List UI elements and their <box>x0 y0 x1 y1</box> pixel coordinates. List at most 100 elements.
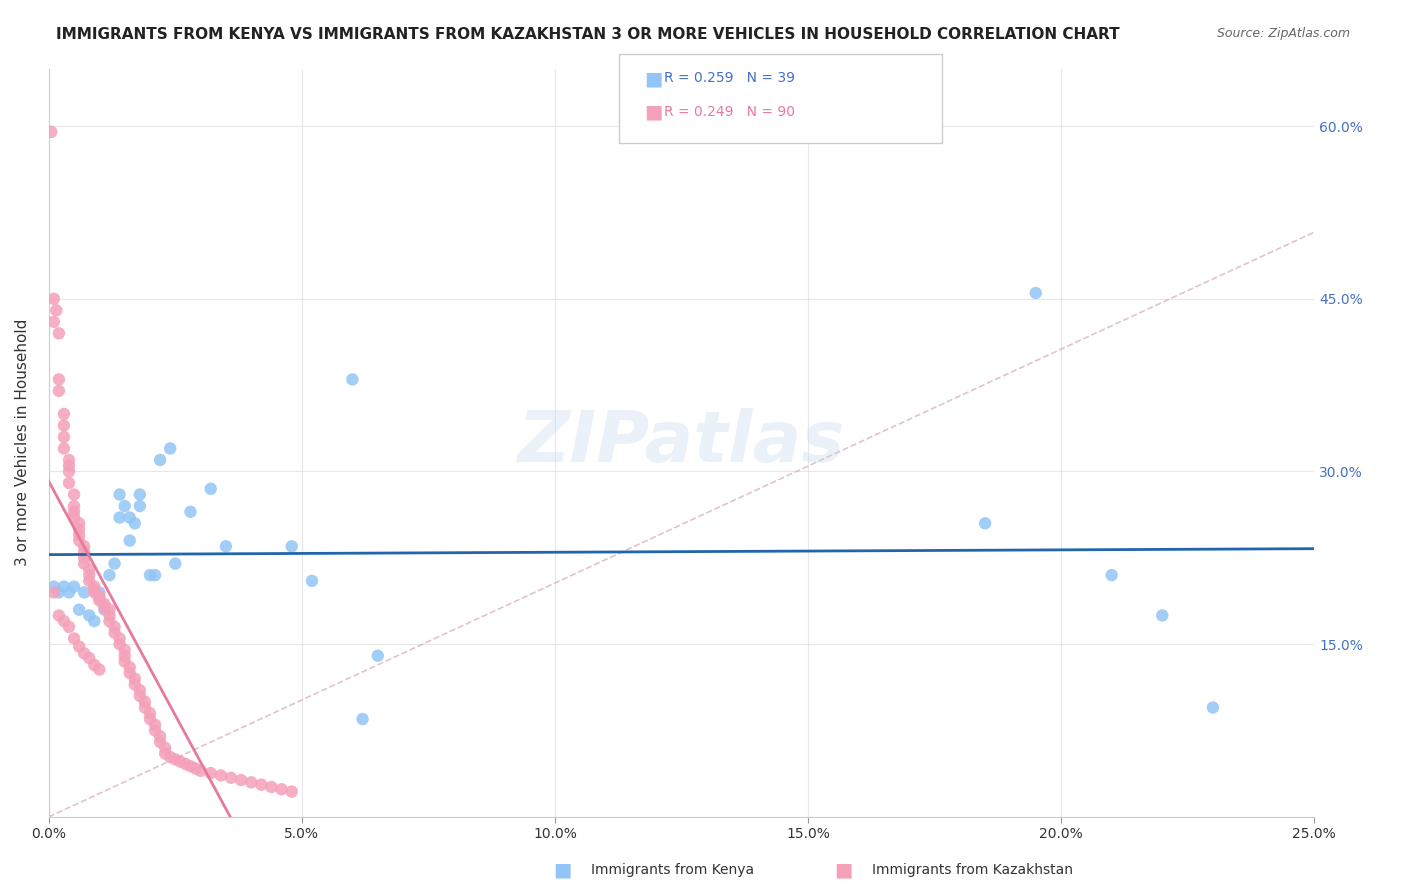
Point <box>149 453 172 467</box>
Point <box>974 516 997 531</box>
Point <box>342 372 364 386</box>
Point <box>143 568 166 582</box>
Point <box>58 475 80 490</box>
Point <box>270 782 292 797</box>
Point <box>229 773 252 788</box>
Point <box>93 597 115 611</box>
Point <box>89 593 111 607</box>
Point <box>153 747 176 761</box>
Point <box>153 740 176 755</box>
Point <box>83 585 105 599</box>
Point <box>1202 700 1225 714</box>
Point <box>149 735 172 749</box>
Point <box>128 499 150 513</box>
Point <box>124 516 146 531</box>
Point <box>139 568 162 582</box>
Point <box>219 771 242 785</box>
Point <box>209 768 232 782</box>
Point <box>58 585 80 599</box>
Point <box>165 752 187 766</box>
Point <box>73 585 96 599</box>
Point <box>98 602 121 616</box>
Point <box>45 303 67 318</box>
Text: ■: ■ <box>644 102 662 121</box>
Point <box>184 762 207 776</box>
Point <box>165 557 187 571</box>
Point <box>250 778 273 792</box>
Text: ■: ■ <box>834 860 853 880</box>
Point <box>174 756 197 771</box>
Point <box>169 755 191 769</box>
Point <box>200 766 222 780</box>
Point <box>118 533 141 548</box>
Point <box>108 637 131 651</box>
Text: ZIPatlas: ZIPatlas <box>517 409 845 477</box>
Point <box>143 723 166 738</box>
Point <box>63 487 86 501</box>
Point <box>128 689 150 703</box>
Point <box>48 608 70 623</box>
Point <box>159 442 181 456</box>
Point <box>1025 286 1047 301</box>
Point <box>128 683 150 698</box>
Point <box>58 465 80 479</box>
Point <box>159 750 181 764</box>
Point <box>58 453 80 467</box>
Point <box>63 580 86 594</box>
Point <box>89 663 111 677</box>
Point <box>114 648 136 663</box>
Point <box>103 625 125 640</box>
Point <box>73 550 96 565</box>
Text: ■: ■ <box>644 69 662 88</box>
Text: IMMIGRANTS FROM KENYA VS IMMIGRANTS FROM KAZAKHSTAN 3 OR MORE VEHICLES IN HOUSEH: IMMIGRANTS FROM KENYA VS IMMIGRANTS FROM… <box>56 27 1119 42</box>
Point <box>52 407 75 421</box>
Text: Source: ZipAtlas.com: Source: ZipAtlas.com <box>1216 27 1350 40</box>
Point <box>77 562 100 576</box>
Point <box>73 647 96 661</box>
Point <box>118 665 141 680</box>
Point <box>67 640 90 654</box>
Point <box>128 487 150 501</box>
Point <box>98 608 121 623</box>
Point <box>52 418 75 433</box>
Point <box>77 608 100 623</box>
Y-axis label: 3 or more Vehicles in Household: 3 or more Vehicles in Household <box>15 319 30 566</box>
Text: R = 0.259   N = 39: R = 0.259 N = 39 <box>664 71 794 86</box>
Point <box>103 557 125 571</box>
Point <box>114 655 136 669</box>
Point <box>83 614 105 628</box>
Point <box>367 648 389 663</box>
Point <box>63 505 86 519</box>
Point <box>98 614 121 628</box>
Point <box>1101 568 1123 582</box>
Point <box>260 780 283 794</box>
Point <box>73 545 96 559</box>
Point <box>63 632 86 646</box>
Point <box>280 539 302 553</box>
Point <box>190 764 212 778</box>
Point <box>301 574 323 588</box>
Point <box>67 602 90 616</box>
Point <box>83 583 105 598</box>
Point <box>139 712 162 726</box>
Point <box>52 430 75 444</box>
Point <box>52 614 75 628</box>
Point <box>89 589 111 603</box>
Point <box>114 643 136 657</box>
Point <box>89 585 111 599</box>
Text: Immigrants from Kenya: Immigrants from Kenya <box>591 863 754 877</box>
Point <box>42 315 65 329</box>
Point <box>89 591 111 606</box>
Point <box>124 672 146 686</box>
Point <box>98 568 121 582</box>
Point <box>240 775 263 789</box>
Point <box>73 557 96 571</box>
Point <box>48 585 70 599</box>
Point <box>48 372 70 386</box>
Point <box>118 660 141 674</box>
Point <box>42 585 65 599</box>
Point <box>215 539 238 553</box>
Point <box>48 384 70 398</box>
Point <box>58 458 80 473</box>
Point <box>73 539 96 553</box>
